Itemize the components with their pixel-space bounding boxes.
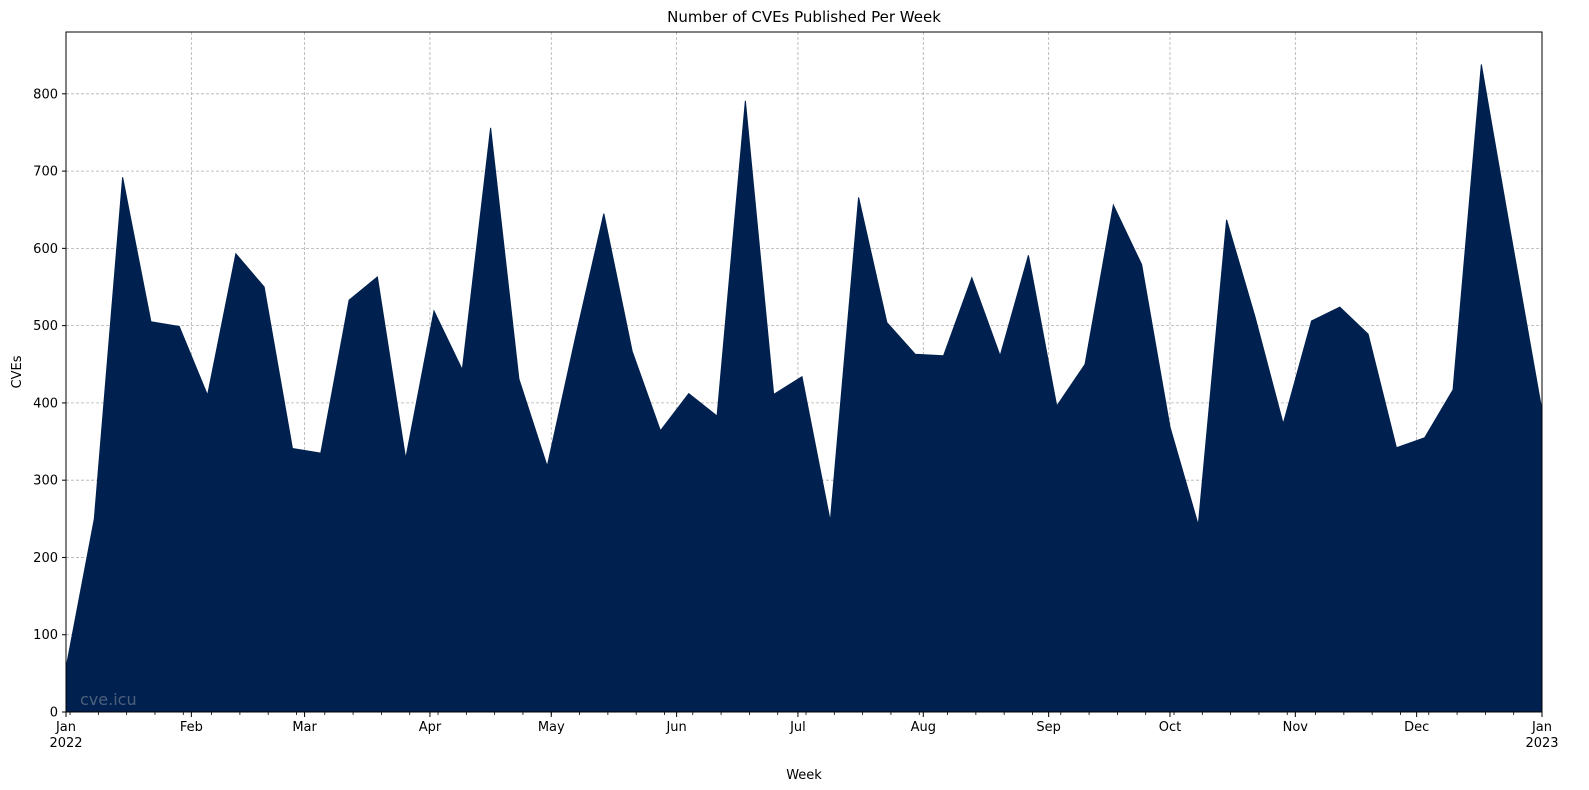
y-tick-label: 400 — [33, 396, 58, 411]
x-axis-label: Week — [786, 768, 822, 783]
area-series — [65, 64, 1543, 713]
x-tick-label: Oct — [1159, 720, 1181, 735]
y-tick-label: 300 — [33, 474, 58, 489]
y-tick-label: 800 — [33, 87, 58, 102]
x-tick-label: Feb — [180, 720, 203, 735]
x-tick-label: May — [538, 720, 565, 735]
x-tick-label: Dec — [1404, 720, 1429, 735]
chart-title: Number of CVEs Published Per Week — [667, 8, 941, 26]
x-tick-label: Apr — [419, 720, 442, 735]
x-tick-label: Jun — [665, 720, 686, 735]
plot-frame — [65, 31, 1543, 713]
x-tick-label: Nov — [1283, 720, 1309, 735]
x-tick-year-label: 2023 — [1525, 736, 1558, 751]
x-tick-label: Jan — [1531, 720, 1552, 735]
x-tick-year-label: 2022 — [49, 736, 82, 751]
x-tick-label: Aug — [911, 720, 936, 735]
y-tick-label: 500 — [33, 319, 58, 334]
y-axis-label: CVEs — [10, 355, 25, 388]
x-tick-label: Jul — [789, 720, 806, 735]
y-tick-label: 700 — [33, 165, 58, 180]
y-tick-label: 100 — [33, 628, 58, 643]
x-tick-label: Sep — [1036, 720, 1061, 735]
y-tick-label: 600 — [33, 242, 58, 257]
y-tick-label: 200 — [33, 551, 58, 566]
watermark-text: cve.icu — [80, 690, 137, 709]
x-tick-label: Jan — [55, 720, 76, 735]
y-tick-label: 0 — [50, 706, 58, 721]
x-tick-label: Mar — [292, 720, 317, 735]
area-fill — [65, 64, 1543, 713]
